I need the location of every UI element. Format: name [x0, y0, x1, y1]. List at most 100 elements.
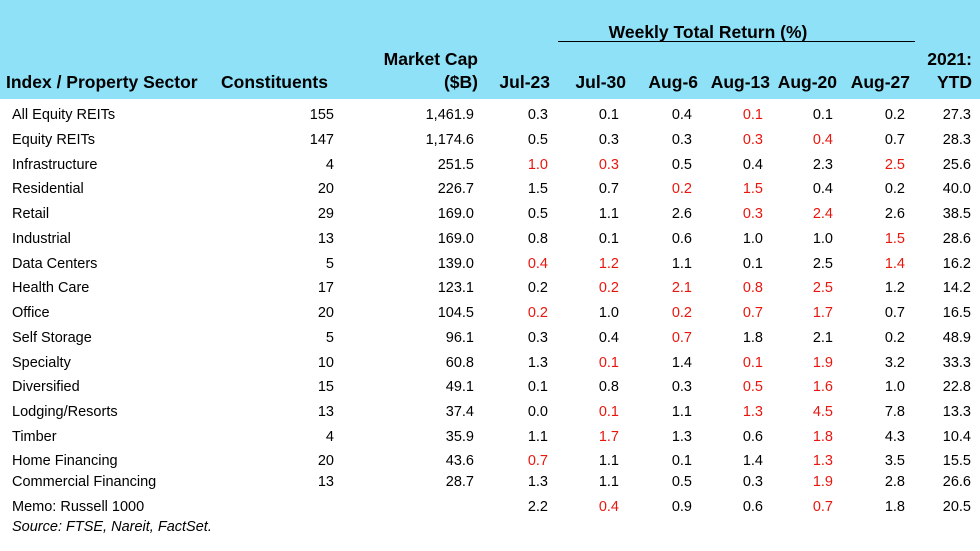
weekly-return-cell: 1.0: [527, 157, 548, 173]
table-row: Industrial 13 169.0 0.8 0.1 0.6 1.0 1.0 1.5 28.6: [0, 228, 980, 250]
weekly-return-cell: 1.4: [742, 453, 763, 469]
market-cap-cell: 1,461.9: [425, 107, 474, 123]
constituents-cell: 17: [317, 280, 334, 296]
constituents-cell: 15: [317, 379, 334, 395]
weekly-return-cell: 1.9: [812, 474, 833, 490]
weekly-return-cell: 1.3: [527, 355, 548, 371]
weekly-return-cell: 0.9: [671, 499, 692, 515]
weekly-return-cell: 2.6: [884, 206, 905, 222]
market-cap-cell: 28.7: [445, 474, 474, 490]
source-note: Source: FTSE, Nareit, FactSet.: [12, 519, 212, 535]
sector-name: Office: [12, 305, 50, 321]
ytd-cell: 38.5: [942, 206, 971, 222]
market-cap-cell: 35.9: [445, 429, 474, 445]
sector-name: Timber: [12, 429, 57, 445]
table-row: Home Financing 20 43.6 0.7 1.1 0.1 1.4 1.3 3.5 15…: [0, 450, 980, 472]
group-underline: [558, 41, 915, 42]
weekly-return-cell: 0.1: [527, 379, 548, 395]
weekly-return-cell: 0.1: [598, 231, 619, 247]
weekly-return-cell: 0.1: [812, 107, 833, 123]
weekly-return-cell: 1.1: [598, 474, 619, 490]
table-row: Specialty 10 60.8 1.3 0.1 1.4 0.1 1.9 3.2 33.3: [0, 352, 980, 374]
constituents-cell: 20: [317, 305, 334, 321]
weekly-return-cell: 0.5: [742, 379, 763, 395]
weekly-return-cell: 1.8: [884, 499, 905, 515]
market-cap-cell: 169.0: [437, 231, 474, 247]
weekly-return-cell: 0.4: [812, 181, 833, 197]
weekly-return-cell: 4.5: [812, 404, 833, 420]
weekly-return-cell: 0.7: [598, 181, 619, 197]
sector-name: Data Centers: [12, 256, 98, 272]
weekly-return-cell: 1.3: [742, 404, 763, 420]
table-row: Diversified 15 49.1 0.1 0.8 0.3 0.5 1.6 1.0 22.8: [0, 376, 980, 398]
weekly-return-cell: 1.1: [598, 453, 619, 469]
weekly-return-cell: 1.8: [742, 330, 763, 346]
weekly-return-cell: 1.0: [598, 305, 619, 321]
weekly-return-cell: 0.2: [671, 181, 692, 197]
sector-name: Commercial Financing: [12, 474, 157, 490]
constituents-cell: 4: [325, 157, 334, 173]
weekly-return-cell: 1.4: [671, 355, 692, 371]
constituents-cell: 5: [325, 330, 334, 346]
weekly-return-cell: 1.3: [527, 474, 548, 490]
table-row: Timber 4 35.9 1.1 1.7 1.3 0.6 1.8 4.3 10.4: [0, 426, 980, 448]
table-row: Office 20 104.5 0.2 1.0 0.2 0.7 1.7 0.7 16.5: [0, 302, 980, 324]
weekly-return-cell: 0.1: [742, 355, 763, 371]
weekly-return-cell: 1.1: [527, 429, 548, 445]
weekly-return-cell: 3.2: [884, 355, 905, 371]
weekly-return-cell: 1.3: [671, 429, 692, 445]
table-row: Commercial Financing 13 28.7 1.3 1.1 0.5 0.3 1.…: [0, 471, 980, 493]
weekly-return-cell: 2.5: [812, 256, 833, 272]
sector-name: Diversified: [12, 379, 80, 395]
header-market-cap-line1: Market Cap: [383, 49, 478, 69]
sector-name: Health Care: [12, 280, 90, 296]
sector-name: Residential: [12, 181, 84, 197]
weekly-return-cell: 1.7: [812, 305, 833, 321]
ytd-cell: 27.3: [942, 107, 971, 123]
header-week-1: Jul-23: [499, 72, 550, 92]
market-cap-cell: 226.7: [437, 181, 474, 197]
weekly-return-cell: 1.1: [671, 404, 692, 420]
table-row: Self Storage 5 96.1 0.3 0.4 0.7 1.8 2.1 0.2 48.9: [0, 327, 980, 349]
weekly-return-cell: 2.8: [884, 474, 905, 490]
weekly-return-cell: 0.4: [598, 499, 619, 515]
weekly-return-cell: 0.3: [742, 132, 763, 148]
weekly-return-cell: 0.5: [671, 157, 692, 173]
weekly-return-cell: 0.3: [598, 132, 619, 148]
weekly-return-cell: 1.4: [884, 256, 905, 272]
weekly-return-cell: 0.5: [527, 132, 548, 148]
weekly-return-cell: 0.2: [884, 330, 905, 346]
weekly-return-cell: 0.3: [671, 132, 692, 148]
market-cap-cell: 43.6: [445, 453, 474, 469]
weekly-return-cell: 2.4: [812, 206, 833, 222]
ytd-cell: 15.5: [942, 453, 971, 469]
constituents-cell: 20: [317, 181, 334, 197]
ytd-cell: 16.5: [942, 305, 971, 321]
weekly-return-cell: 0.7: [527, 453, 548, 469]
ytd-cell: 28.3: [942, 132, 971, 148]
weekly-return-cell: 0.6: [742, 429, 763, 445]
constituents-cell: 10: [317, 355, 334, 371]
weekly-return-cell: 1.5: [742, 181, 763, 197]
weekly-return-cell: 0.3: [742, 206, 763, 222]
weekly-return-cell: 0.3: [742, 474, 763, 490]
header-week-3: Aug-6: [648, 72, 698, 92]
table-row: All Equity REITs 155 1,461.9 0.3 0.1 0.4 0.1 0.…: [0, 104, 980, 126]
constituents-cell: 29: [317, 206, 334, 222]
constituents-cell: 155: [309, 107, 334, 123]
weekly-return-cell: 1.6: [812, 379, 833, 395]
constituents-cell: 13: [317, 474, 334, 490]
constituents-cell: 4: [325, 429, 334, 445]
weekly-return-cell: 0.1: [671, 453, 692, 469]
weekly-return-cell: 0.7: [884, 305, 905, 321]
weekly-return-cell: 0.4: [527, 256, 548, 272]
market-cap-cell: 104.5: [437, 305, 474, 321]
sector-name: Infrastructure: [12, 157, 98, 173]
weekly-return-cell: 2.1: [671, 280, 692, 296]
ytd-cell: 16.2: [942, 256, 971, 272]
weekly-return-cell: 2.2: [527, 499, 548, 515]
constituents-cell: 13: [317, 231, 334, 247]
header-week-2: Jul-30: [575, 72, 626, 92]
ytd-cell: 20.5: [942, 499, 971, 515]
weekly-return-cell: 0.6: [742, 499, 763, 515]
